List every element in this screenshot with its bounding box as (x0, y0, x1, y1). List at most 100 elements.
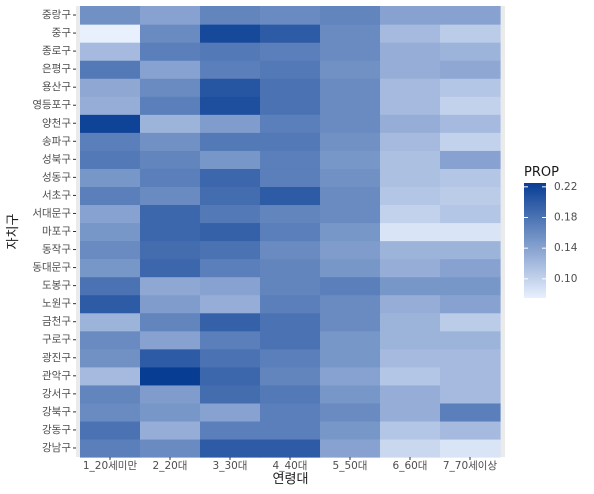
heatmap-cell (140, 366, 201, 386)
heatmap-cell (320, 60, 381, 79)
heatmap-cell (380, 150, 441, 169)
heatmap-cell (440, 240, 501, 260)
y-tick-label: 중랑구 (42, 9, 71, 21)
heatmap-cell (440, 384, 501, 404)
heatmap-cell (200, 420, 261, 440)
heatmap-cell (440, 6, 501, 25)
heatmap-cell (80, 438, 141, 458)
y-tick-label: 은평구 (42, 63, 71, 75)
heatmap-cell (380, 114, 441, 133)
y-tick-label: 용산구 (42, 81, 71, 93)
y-axis-title: 자치구 (6, 214, 21, 250)
heatmap-cell (440, 150, 501, 169)
heatmap-cell (380, 24, 441, 43)
heatmap-cell (320, 294, 381, 314)
heatmap-cell (140, 114, 201, 133)
heatmap-cell (320, 186, 381, 206)
heatmap-cell (80, 276, 141, 296)
heatmap-cell (80, 186, 141, 206)
heatmap-cell (260, 150, 321, 169)
heatmap-cell (440, 132, 501, 151)
heatmap-cell (140, 96, 201, 115)
x-tick-label: 2_20대 (153, 460, 188, 472)
heatmap-cell (380, 60, 441, 79)
heatmap-cell (380, 438, 441, 458)
heatmap-cell (200, 276, 261, 296)
heatmap-cell (440, 438, 501, 458)
heatmap-cell (200, 132, 261, 151)
heatmap-cell (200, 366, 261, 386)
heatmap-cell (200, 24, 261, 43)
y-tick-label: 동작구 (42, 244, 71, 256)
heatmap-cell (320, 330, 381, 350)
legend-tick-label: 0.18 (554, 212, 577, 224)
heatmap-cell (140, 330, 201, 350)
heatmap-cell (320, 204, 381, 224)
y-tick-label: 송파구 (42, 135, 71, 147)
heatmap-cell (440, 420, 501, 440)
y-tick-label: 영등포구 (32, 99, 71, 111)
heatmap-cell (80, 384, 141, 404)
heatmap-cell (140, 420, 201, 440)
heatmap-cell (380, 312, 441, 332)
y-tick-label: 광진구 (42, 352, 71, 364)
heatmap-cell (260, 42, 321, 61)
heatmap-cell (440, 276, 501, 296)
x-tick-label: 5_50대 (333, 460, 368, 472)
y-tick-label: 구로구 (42, 334, 71, 346)
y-tick-label: 강북구 (42, 406, 71, 418)
heatmap-cell (80, 24, 141, 43)
heatmap-cell (440, 78, 501, 97)
heatmap-cell (320, 348, 381, 368)
heatmap-cell (260, 294, 321, 314)
heatmap-cell (140, 402, 201, 422)
heatmap-cell (380, 348, 441, 368)
heatmap-cell (380, 222, 441, 242)
legend-tick-label: 0.14 (554, 242, 578, 254)
legend-tick-label: 0.10 (554, 273, 577, 285)
heatmap-cell (260, 438, 321, 458)
y-tick-label: 금천구 (42, 316, 71, 328)
heatmap-cell (320, 258, 381, 278)
heatmap-cell (380, 294, 441, 314)
heatmap-cell (320, 96, 381, 115)
heatmap-cell (260, 24, 321, 43)
heatmap-cell (200, 312, 261, 332)
heatmap-cell (140, 186, 201, 206)
heatmap-cell (440, 24, 501, 43)
heatmap-cell (200, 42, 261, 61)
heatmap-cell (80, 402, 141, 422)
heatmap-cell (320, 6, 381, 25)
y-tick-label: 성북구 (42, 153, 71, 165)
heatmap-cell (140, 204, 201, 224)
y-tick-label: 강동구 (42, 424, 71, 436)
x-axis-ticks: 1_20세미만 2_20대 3_30대 4_40대 5_50대 6_60대 7_70세이상 (83, 457, 497, 472)
heatmap-cell (260, 96, 321, 115)
heatmap-cell (440, 330, 501, 350)
legend-tick-label: 0.22 (554, 181, 577, 193)
heatmap-cell (320, 402, 381, 422)
heatmap-cell (260, 240, 321, 260)
heatmap-cell (260, 402, 321, 422)
y-tick-label: 종로구 (42, 45, 71, 57)
heatmap-cell (140, 132, 201, 151)
y-tick-label: 양천구 (42, 117, 71, 129)
y-tick-label: 도봉구 (42, 280, 71, 292)
y-tick-label: 노원구 (42, 298, 71, 310)
legend-ticks: 0.10 0.14 0.18 0.22 (524, 181, 578, 285)
heatmap-cell (440, 186, 501, 206)
heatmap-cell (200, 240, 261, 260)
heatmap-cell (260, 222, 321, 242)
heatmap-cell (140, 438, 201, 458)
heatmap-cell (200, 114, 261, 133)
heatmap-cell (200, 402, 261, 422)
heatmap-cell (320, 384, 381, 404)
heatmap-cell (320, 150, 381, 169)
y-tick-label: 강서구 (42, 388, 71, 400)
heatmap-cell (380, 168, 441, 187)
heatmap-cell (380, 6, 441, 25)
heatmap-cell (260, 258, 321, 278)
y-tick-label: 강남구 (42, 442, 71, 454)
heatmap-cell (440, 402, 501, 422)
y-axis-ticks: 강남구 강동구 강북구 강서구 관악구 광진구 구로구 금천구 노원구 도봉구 동대문구 동작구 마포구… (32, 9, 76, 454)
